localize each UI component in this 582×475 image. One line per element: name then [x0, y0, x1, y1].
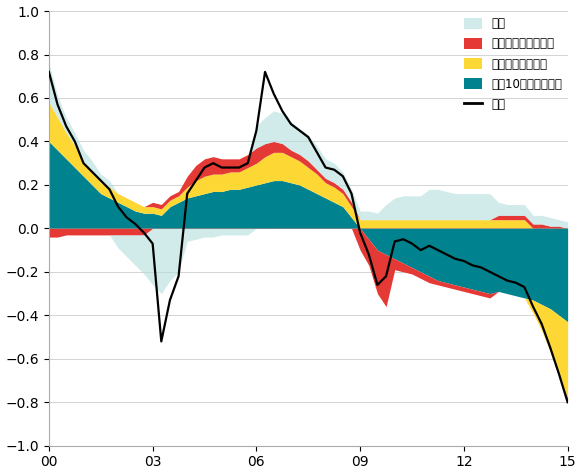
Legend: 残差, 株価ボラティリティ, マネタリーベース, 米国10年物国債金利, 変動: 残差, 株価ボラティリティ, マネタリーベース, 米国10年物国債金利, 変動: [459, 13, 567, 115]
